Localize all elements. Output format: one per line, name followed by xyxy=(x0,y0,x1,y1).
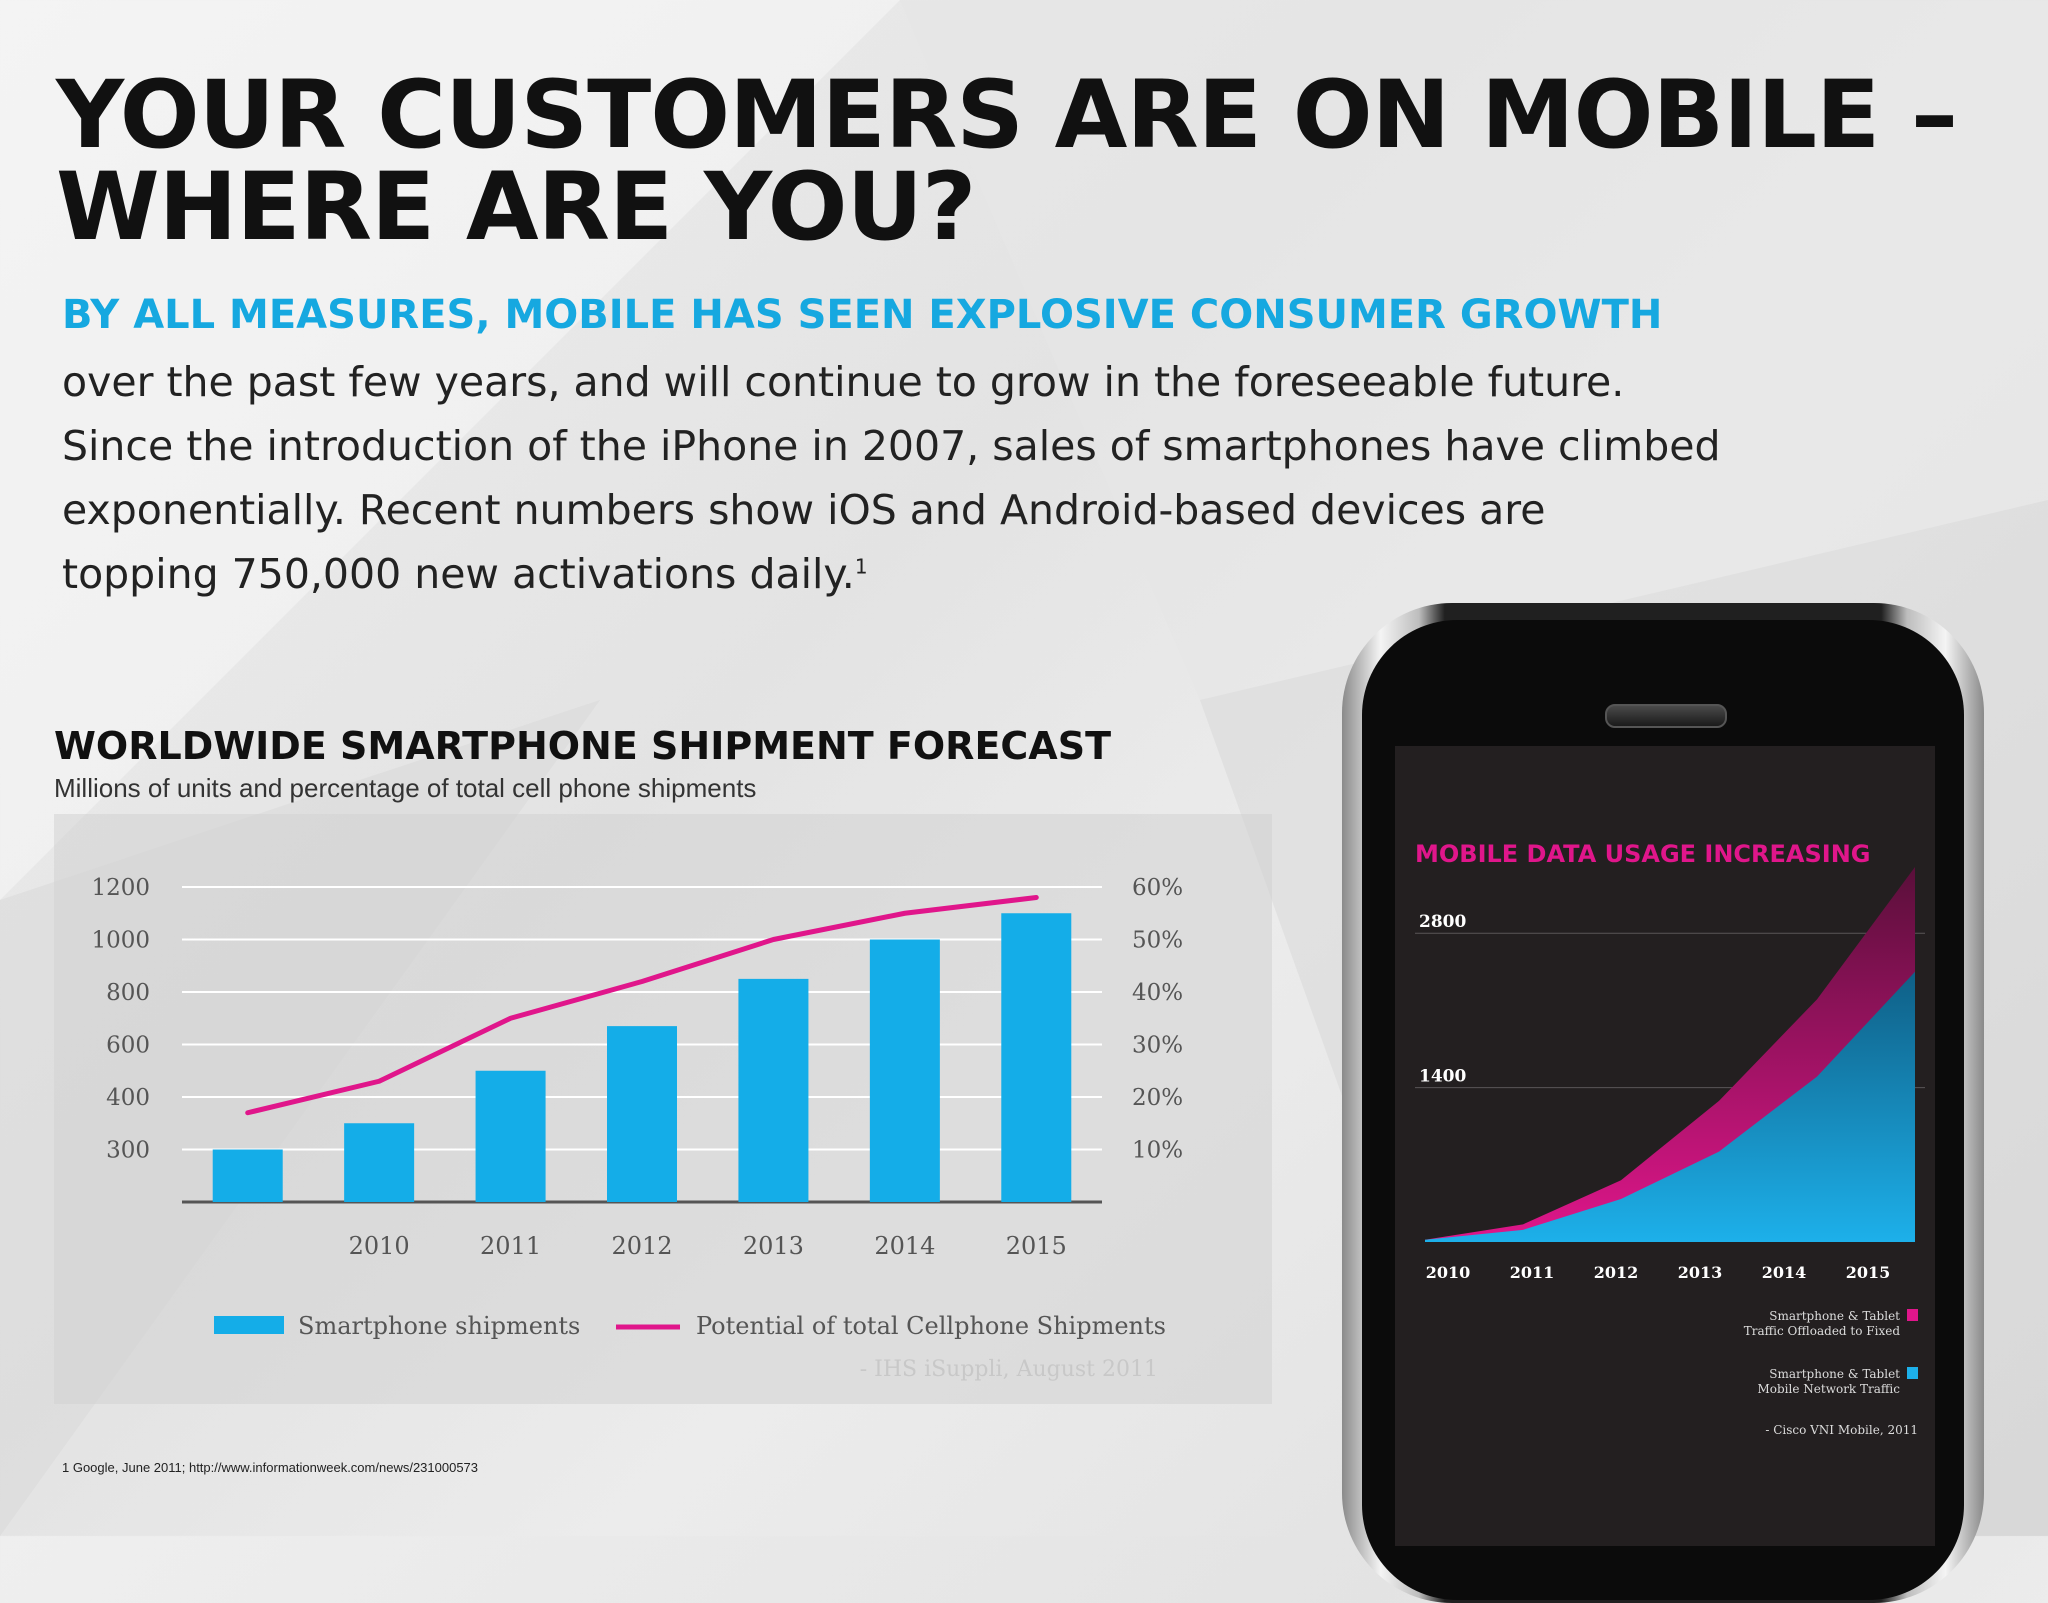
intro-line-4-text: topping 750,000 new activations daily. xyxy=(62,550,855,598)
intro-line-3: exponentially. Recent numbers show iOS a… xyxy=(62,486,1545,534)
intro-line-1: over the past few years, and will contin… xyxy=(62,358,1624,406)
legend-network-line2: Mobile Network Traffic xyxy=(1757,1382,1900,1396)
screen-x-tick-label: 2014 xyxy=(1762,1263,1807,1282)
bar xyxy=(870,940,940,1203)
chart-subtitle: Millions of units and percentage of tota… xyxy=(54,773,756,804)
chart-source: - IHS iSuppli, August 2011 xyxy=(860,1357,1158,1382)
bar xyxy=(607,1026,677,1202)
shipment-chart: 300 10% 400 20% 600 30% 800 40% 1000 50% 1200 60% 20… xyxy=(54,814,1272,1404)
y2-tick-label: 60% xyxy=(1132,875,1183,901)
x-tick-label: 2012 xyxy=(611,1232,672,1260)
bar xyxy=(738,979,808,1202)
chart-title: WORLDWIDE SMARTPHONE SHIPMENT FORECAST xyxy=(54,724,1111,768)
y2-tick-label: 20% xyxy=(1132,1085,1183,1111)
legend-swatch-offloaded xyxy=(1907,1309,1918,1321)
legend-network-line1: Smartphone & Tablet xyxy=(1769,1367,1900,1381)
headline-line-2: WHERE ARE YOU? xyxy=(56,162,1956,254)
x-tick-label: 2015 xyxy=(1006,1232,1067,1260)
bar xyxy=(1001,913,1071,1202)
legend-swatch-bars xyxy=(214,1316,284,1334)
headline: YOUR CUSTOMERS ARE ON MOBILE – WHERE ARE… xyxy=(56,70,1956,254)
x-tick-label: 2010 xyxy=(349,1232,410,1260)
x-tick-label: 2013 xyxy=(743,1232,804,1260)
legend-label-line: Potential of total Cellphone Shipments xyxy=(696,1312,1166,1340)
x-tick-label: 2011 xyxy=(480,1232,541,1260)
legend-label-bars: Smartphone shipments xyxy=(298,1312,580,1340)
y2-tick-label: 10% xyxy=(1132,1138,1183,1164)
screen-y-tick-label: 2800 xyxy=(1419,912,1466,932)
footnote-marker: 1 xyxy=(855,554,868,578)
bar xyxy=(476,1071,546,1202)
intro-heading: BY ALL MEASURES, MOBILE HAS SEEN EXPLOSI… xyxy=(62,292,1662,338)
legend-offloaded-line1: Smartphone & Tablet xyxy=(1769,1309,1900,1323)
bar xyxy=(213,1150,283,1203)
footnote: 1 Google, June 2011; http://www.informat… xyxy=(62,1460,478,1475)
screen-x-tick-label: 2013 xyxy=(1678,1263,1723,1282)
y2-tick-label: 30% xyxy=(1132,1033,1183,1059)
screen-x-tick-label: 2015 xyxy=(1846,1263,1891,1282)
screen-x-tick-label: 2012 xyxy=(1594,1263,1639,1282)
mobile-data-chart: MOBILE DATA USAGE INCREASING 1400 2800 2010… xyxy=(1395,746,1935,1546)
y-tick-label: 400 xyxy=(106,1085,150,1111)
screen-y-tick-label: 1400 xyxy=(1419,1067,1466,1087)
screen-x-tick-label: 2011 xyxy=(1510,1263,1555,1282)
x-tick-label: 2014 xyxy=(874,1232,935,1260)
y-tick-label: 1200 xyxy=(91,875,150,901)
legend-offloaded-line2: Traffic Offloaded to Fixed xyxy=(1744,1324,1901,1338)
y2-tick-label: 50% xyxy=(1132,928,1183,954)
intro-line-4: topping 750,000 new activations daily.1 xyxy=(62,550,868,598)
y-tick-label: 600 xyxy=(106,1033,150,1059)
intro-line-2: Since the introduction of the iPhone in … xyxy=(62,422,1721,470)
headline-line-1: YOUR CUSTOMERS ARE ON MOBILE – xyxy=(56,70,1956,162)
screen-chart-source: - Cisco VNI Mobile, 2011 xyxy=(1765,1423,1918,1437)
y-tick-label: 800 xyxy=(106,980,150,1006)
y2-tick-label: 40% xyxy=(1132,980,1183,1006)
legend-swatch-network xyxy=(1907,1367,1918,1379)
y-tick-label: 300 xyxy=(106,1138,150,1164)
phone-speaker xyxy=(1605,704,1727,728)
screen-chart-title: MOBILE DATA USAGE INCREASING xyxy=(1415,840,1871,868)
bar xyxy=(344,1123,414,1202)
y-tick-label: 1000 xyxy=(91,928,150,954)
screen-x-tick-label: 2010 xyxy=(1426,1263,1471,1282)
